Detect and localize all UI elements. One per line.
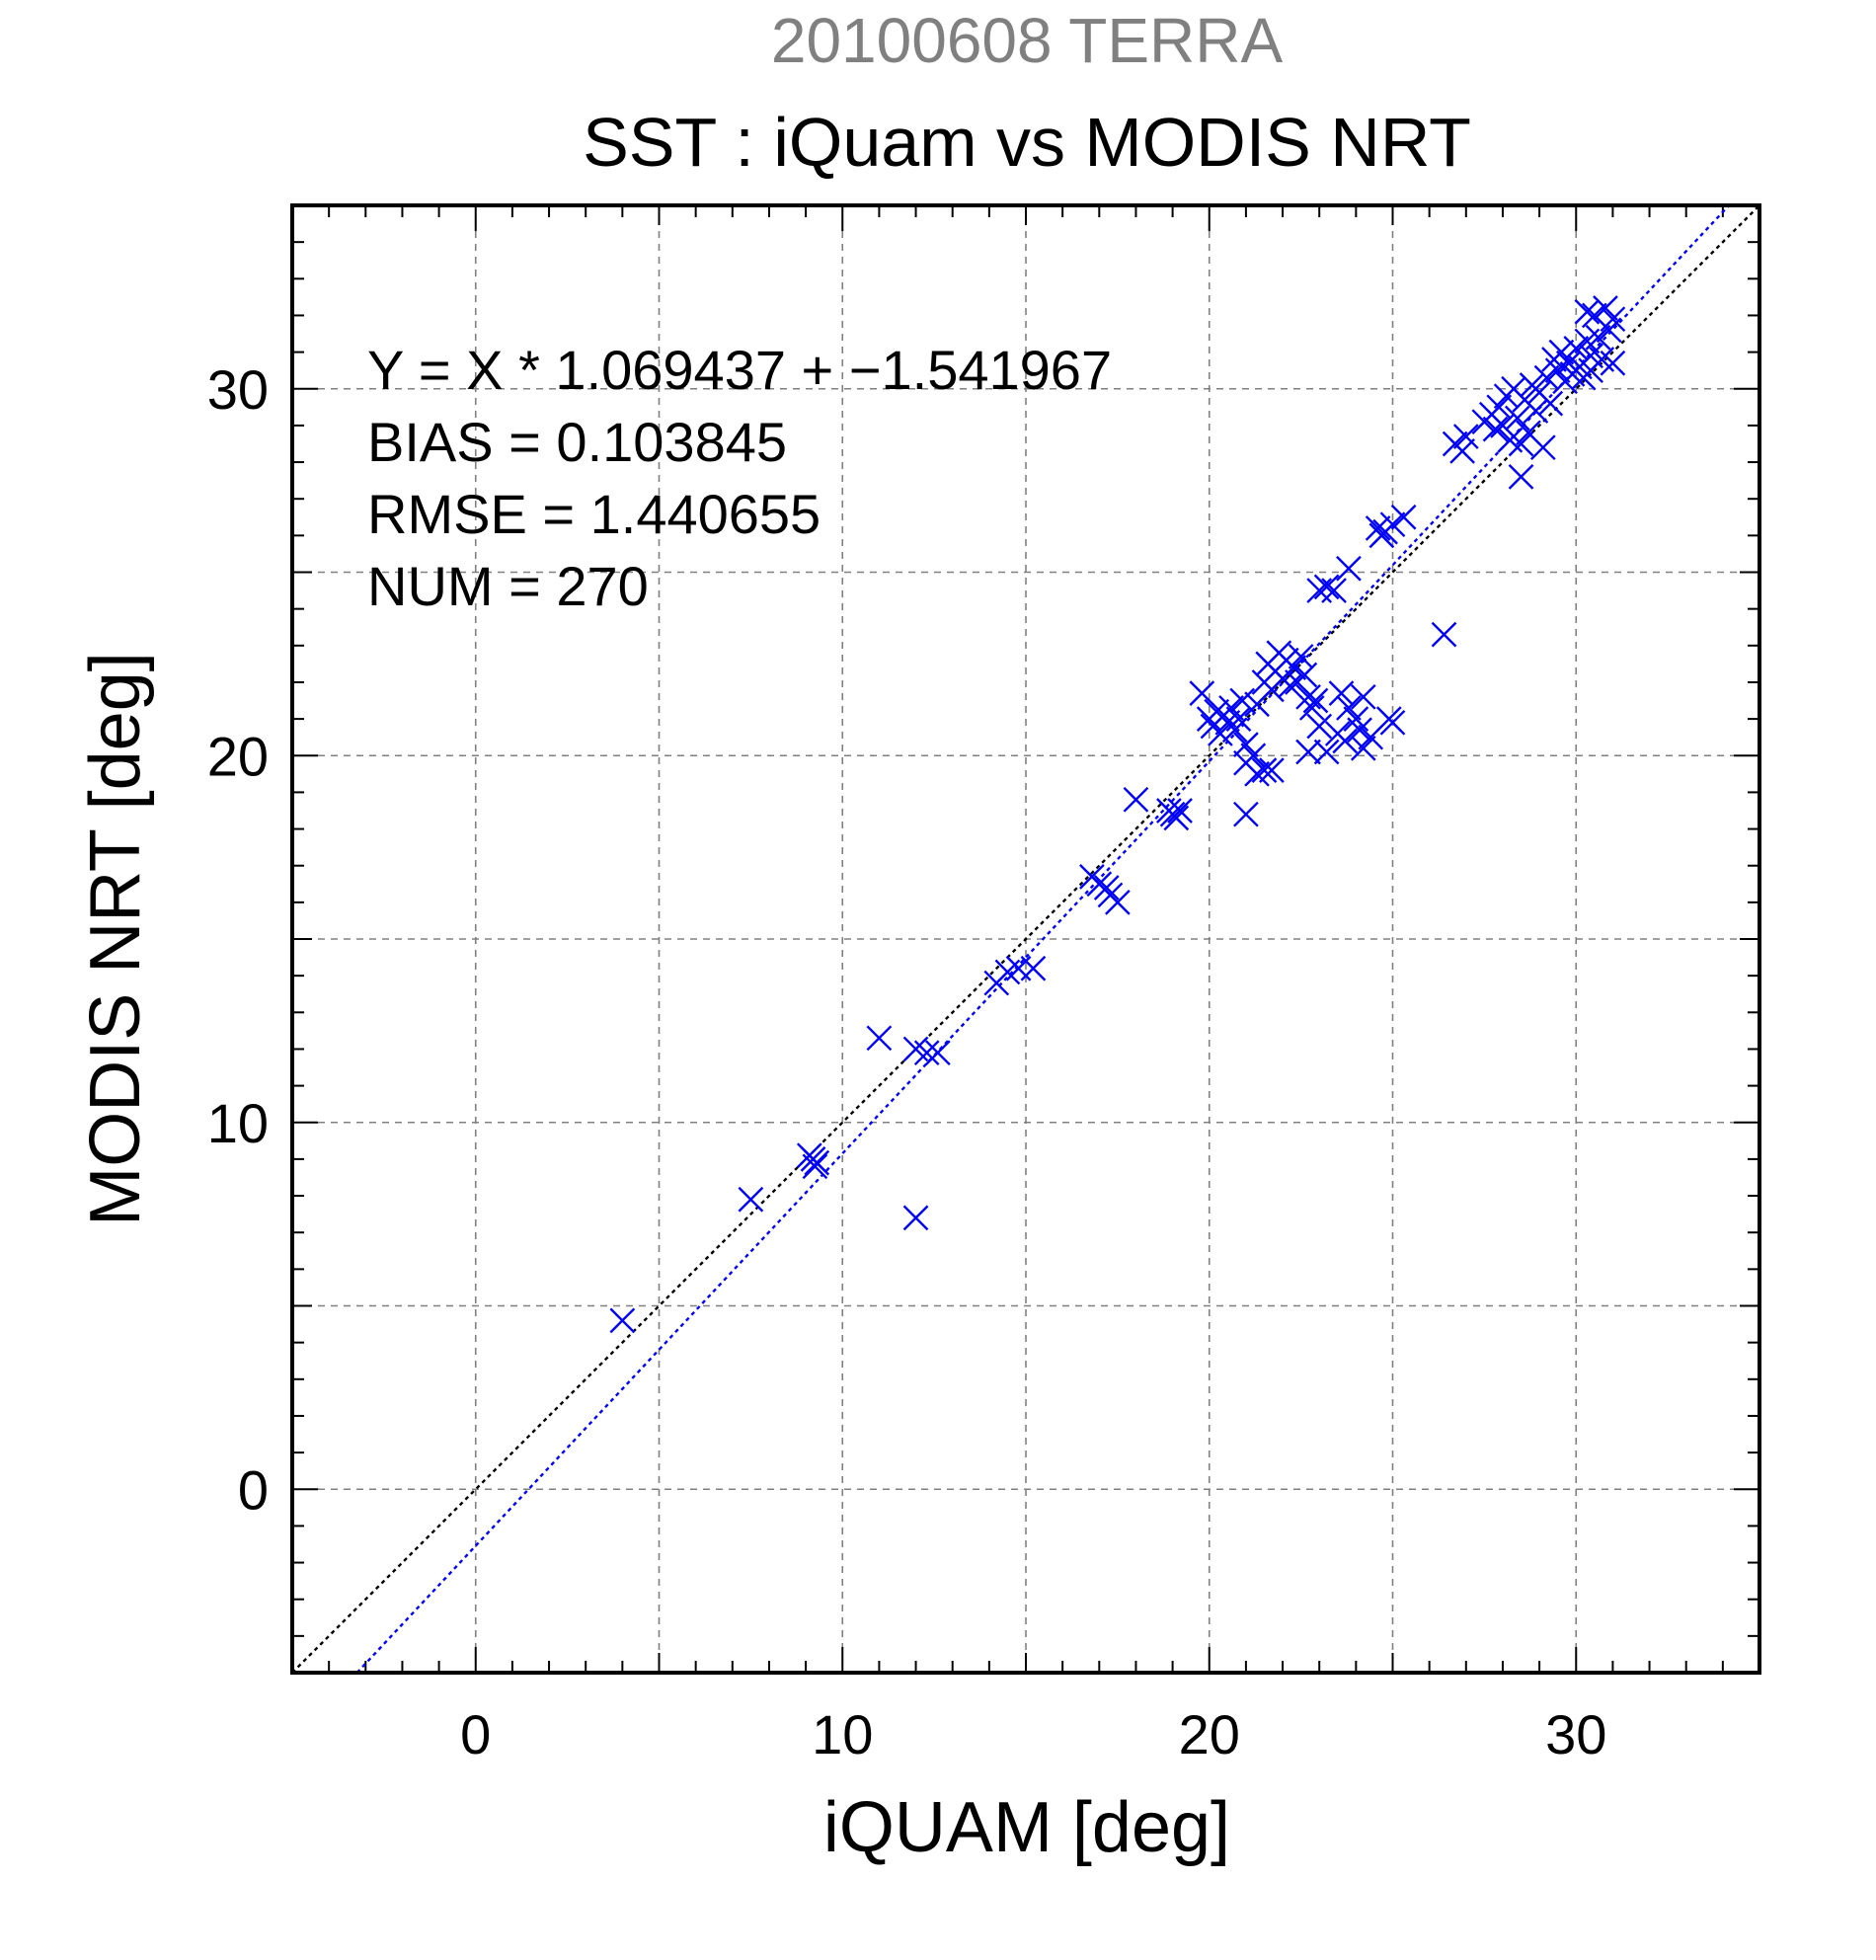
data-point bbox=[1537, 390, 1564, 417]
plot-frame bbox=[290, 203, 1761, 1675]
data-point bbox=[1379, 709, 1406, 736]
data-point bbox=[1123, 786, 1149, 813]
data-point bbox=[1306, 713, 1333, 740]
data-point bbox=[1350, 683, 1376, 710]
identity-line bbox=[291, 204, 1760, 1674]
data-point bbox=[1368, 522, 1395, 549]
data-point bbox=[1251, 757, 1278, 783]
stats-box: Y = X * 1.069437 + −1.541967 BIAS = 0.10… bbox=[367, 339, 1112, 617]
data-point bbox=[1336, 555, 1362, 582]
y-tick-label: 30 bbox=[207, 358, 269, 421]
data-point bbox=[1431, 621, 1457, 648]
data-point bbox=[1313, 574, 1340, 600]
data-point bbox=[1390, 504, 1417, 530]
data-point bbox=[1578, 357, 1603, 384]
data-point bbox=[1291, 662, 1318, 688]
data-point bbox=[1244, 760, 1270, 787]
data-point bbox=[1508, 431, 1534, 457]
data-point bbox=[902, 1205, 929, 1231]
data-point bbox=[1350, 735, 1376, 761]
x-tick-labels: 0 10 20 30 bbox=[460, 1703, 1606, 1765]
data-point bbox=[1449, 438, 1475, 464]
x-tick-label: 30 bbox=[1545, 1703, 1606, 1765]
data-point bbox=[1585, 324, 1611, 351]
data-point bbox=[1208, 721, 1233, 746]
data-point bbox=[1218, 695, 1244, 721]
data-point bbox=[1259, 757, 1285, 783]
regression-lines bbox=[291, 204, 1760, 1674]
chart-supertitle: 20100608 TERRA bbox=[771, 5, 1284, 76]
y-tick-labels: 0 10 20 30 bbox=[207, 358, 269, 1522]
data-point bbox=[1288, 644, 1314, 669]
data-point bbox=[913, 1040, 940, 1066]
x-tick-label: 20 bbox=[1179, 1703, 1240, 1765]
y-tick-label: 0 bbox=[238, 1458, 269, 1521]
data-point bbox=[1105, 890, 1131, 915]
data-point bbox=[1163, 805, 1190, 831]
data-point bbox=[1233, 801, 1259, 827]
data-point bbox=[1452, 424, 1479, 449]
data-point bbox=[1306, 578, 1333, 603]
data-point bbox=[1321, 578, 1347, 603]
data-point bbox=[1281, 655, 1307, 680]
y-axis-label: MODIS NRT [deg] bbox=[76, 652, 155, 1226]
data-point bbox=[1600, 306, 1626, 333]
rmse-text: RMSE = 1.440655 bbox=[367, 483, 821, 545]
data-point bbox=[1529, 434, 1556, 461]
data-point bbox=[1600, 350, 1626, 376]
fit-equation: Y = X * 1.069437 + −1.541967 bbox=[367, 339, 1112, 401]
data-point bbox=[1295, 739, 1321, 765]
data-point bbox=[1233, 732, 1259, 757]
data-point bbox=[1482, 416, 1509, 442]
data-point bbox=[738, 1186, 764, 1213]
data-point bbox=[804, 1149, 830, 1176]
fit-line bbox=[355, 204, 1731, 1674]
data-point bbox=[866, 1025, 893, 1052]
data-point bbox=[1332, 728, 1359, 754]
data-points bbox=[609, 295, 1626, 1334]
data-point bbox=[609, 1307, 636, 1334]
data-point bbox=[802, 1153, 828, 1180]
data-point bbox=[1189, 680, 1215, 706]
data-point bbox=[1574, 298, 1601, 325]
num-text: NUM = 270 bbox=[367, 555, 649, 617]
bias-text: BIAS = 0.103845 bbox=[367, 411, 787, 473]
data-point bbox=[1313, 739, 1340, 765]
data-point bbox=[1298, 695, 1325, 721]
x-tick-label: 0 bbox=[460, 1703, 491, 1765]
chart-title: SST : iQuam vs MODIS NRT bbox=[583, 104, 1471, 181]
data-point bbox=[924, 1040, 951, 1066]
data-point bbox=[1504, 405, 1530, 431]
data-point bbox=[1020, 955, 1047, 981]
data-point bbox=[1328, 680, 1355, 706]
data-point bbox=[1508, 464, 1534, 490]
data-point bbox=[1365, 515, 1391, 541]
data-point bbox=[1336, 695, 1362, 721]
x-axis-label: iQUAM [deg] bbox=[823, 1788, 1230, 1867]
y-tick-label: 10 bbox=[207, 1092, 269, 1154]
data-point bbox=[1548, 339, 1575, 365]
data-point bbox=[1093, 875, 1120, 901]
x-tick-label: 10 bbox=[812, 1703, 873, 1765]
data-point bbox=[1302, 687, 1329, 714]
data-point bbox=[1593, 295, 1618, 321]
y-tick-label: 20 bbox=[207, 725, 269, 787]
data-point bbox=[1167, 798, 1193, 823]
data-point bbox=[1229, 687, 1256, 714]
